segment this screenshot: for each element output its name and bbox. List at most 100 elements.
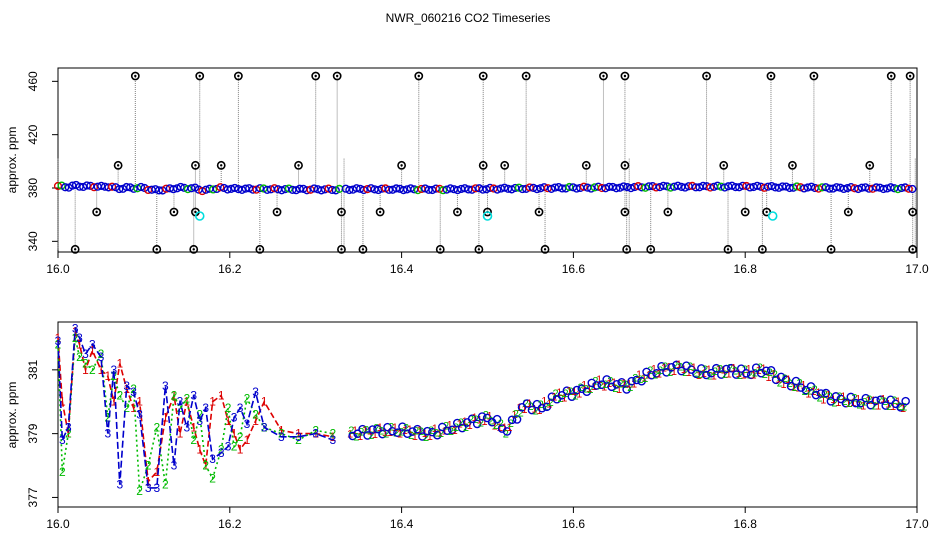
trend-marker: 1: [541, 395, 547, 407]
baseline-point: [727, 181, 737, 190]
outlier-point: [865, 160, 875, 170]
trend-marker: 1: [770, 369, 776, 381]
trend-marker: 1: [382, 427, 388, 439]
series-2-marker: 2: [59, 465, 66, 479]
series-2-marker: 2: [130, 382, 137, 396]
trend-marker: 1: [576, 388, 582, 400]
trend-marker: 2: [413, 426, 419, 438]
trend-marker: 1: [731, 362, 737, 374]
trend-marker: 2: [393, 428, 399, 440]
trend-marker: 1: [641, 373, 647, 385]
outlier-point: [92, 207, 102, 217]
panel0-y-tick-label: 380: [26, 178, 40, 198]
outlier-point-core: [198, 74, 201, 78]
series-3-marker: 3: [190, 388, 197, 402]
trend-marker: 2: [842, 396, 848, 408]
trend-marker: 2: [657, 365, 663, 377]
trend-marker: 1: [825, 390, 831, 402]
trend-point: [492, 414, 502, 424]
chart-title: NWR_060216 CO2 Timeseries: [386, 11, 551, 25]
outlier-point-core: [95, 210, 98, 214]
trend-marker: 2: [463, 422, 469, 434]
trend-marker: 1: [736, 368, 742, 380]
trend-point: [851, 398, 861, 408]
baseline-point: [872, 183, 881, 192]
trend-point: [741, 369, 751, 378]
panel1-x-tick-label: 16.0: [46, 517, 70, 531]
series-2-marker: 2: [123, 401, 130, 415]
trend-point: [637, 376, 646, 386]
outlier-point-core: [155, 248, 158, 251]
trend-marker: 1: [676, 359, 682, 371]
trend-marker: 2: [607, 376, 613, 388]
trend-marker: 2: [772, 369, 778, 381]
lower-ylabel: approx. ppm: [5, 382, 19, 449]
baseline-point: [832, 183, 841, 192]
trend-marker: 2: [483, 410, 489, 422]
trend-marker: 2: [901, 401, 907, 413]
series-1-marker: 1: [89, 344, 96, 358]
baseline-point: [263, 185, 272, 194]
series-2-marker: 2: [76, 350, 83, 364]
trend-point: [413, 424, 422, 434]
trend-marker: 2: [697, 369, 703, 381]
outlier-point-core: [602, 74, 605, 78]
trend-point: [408, 427, 417, 436]
trend-marker: 1: [850, 397, 856, 409]
baseline-point: [846, 183, 856, 192]
series-3-marker: 3: [65, 420, 72, 434]
trend-point: [442, 426, 452, 436]
baseline-point: [324, 184, 333, 193]
trend-marker: 2: [787, 378, 793, 390]
series-1-marker: 1: [123, 382, 130, 396]
trend-point: [452, 418, 462, 428]
baseline-point: [619, 182, 628, 191]
trend-marker: 2: [647, 365, 653, 377]
trend-point: [677, 366, 686, 376]
trend-point: [507, 415, 517, 425]
outlier-point: [740, 207, 750, 217]
trend-marker: 2: [363, 425, 369, 437]
baseline-point: [230, 183, 239, 193]
trend-marker: 2: [871, 401, 877, 413]
outlier-point-core: [847, 210, 850, 214]
series-1-marker: 1: [110, 395, 117, 409]
baseline-point: [108, 182, 117, 191]
trend-point: [378, 429, 387, 439]
series-1-marker: 1: [82, 363, 89, 377]
trend-point: [712, 363, 721, 373]
trend-marker: 2: [642, 373, 648, 385]
trend-marker: 1: [681, 364, 687, 376]
series-3-marker: 3: [59, 433, 66, 447]
series-1-marker: 1: [55, 331, 62, 345]
series-1-marker: 1: [98, 363, 105, 377]
series-3-marker: 3: [72, 321, 79, 335]
trend-marker: 2: [582, 383, 588, 395]
series-1-marker: 1: [76, 337, 83, 351]
trend-marker: 1: [766, 372, 772, 384]
panel0-x-tick-label: 16.4: [390, 262, 414, 276]
baseline-point: [565, 182, 574, 192]
trend-marker: 2: [822, 389, 828, 401]
trend-marker: 2: [533, 405, 539, 417]
trend-marker: 2: [762, 369, 768, 381]
baseline-point: [366, 184, 376, 193]
baseline-point: [97, 181, 106, 190]
baseline-point: [699, 181, 708, 190]
trend-point: [373, 424, 382, 434]
trend-marker: 1: [377, 422, 383, 434]
trend-point: [457, 423, 467, 433]
trend-point: [403, 429, 412, 438]
trend-marker: 1: [432, 423, 438, 435]
trend-point: [433, 430, 442, 440]
series-2-marker: 2: [136, 484, 143, 498]
series-2-marker: 2: [202, 459, 209, 473]
baseline-point: [612, 184, 621, 193]
trend-marker: 2: [622, 379, 628, 391]
baseline-point: [540, 183, 549, 192]
trend-marker: 1: [880, 394, 886, 406]
outlier-point-core: [340, 210, 343, 214]
series-2-marker: 2: [237, 430, 244, 444]
outlier-point: [908, 207, 918, 217]
trend-point: [562, 386, 572, 396]
